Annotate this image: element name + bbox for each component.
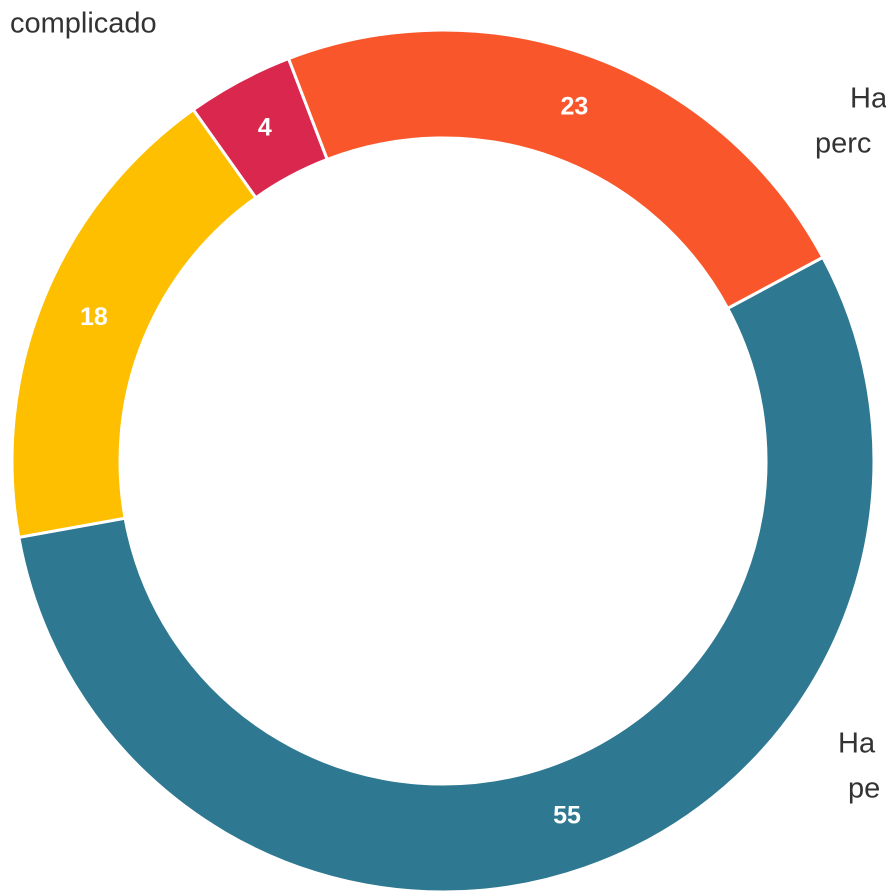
donut-segment <box>10 107 258 540</box>
category-label: complicado <box>10 8 157 40</box>
value-label: 55 <box>553 802 581 830</box>
donut-segment <box>286 28 825 311</box>
category-label: Ha <box>850 83 886 115</box>
value-label: 18 <box>80 303 108 331</box>
category-label: pe <box>848 773 880 805</box>
value-label: 23 <box>561 92 589 120</box>
category-label: perc <box>815 128 871 160</box>
donut-segment <box>17 255 876 894</box>
value-label: 4 <box>258 113 272 141</box>
category-label: Ha <box>838 728 876 760</box>
